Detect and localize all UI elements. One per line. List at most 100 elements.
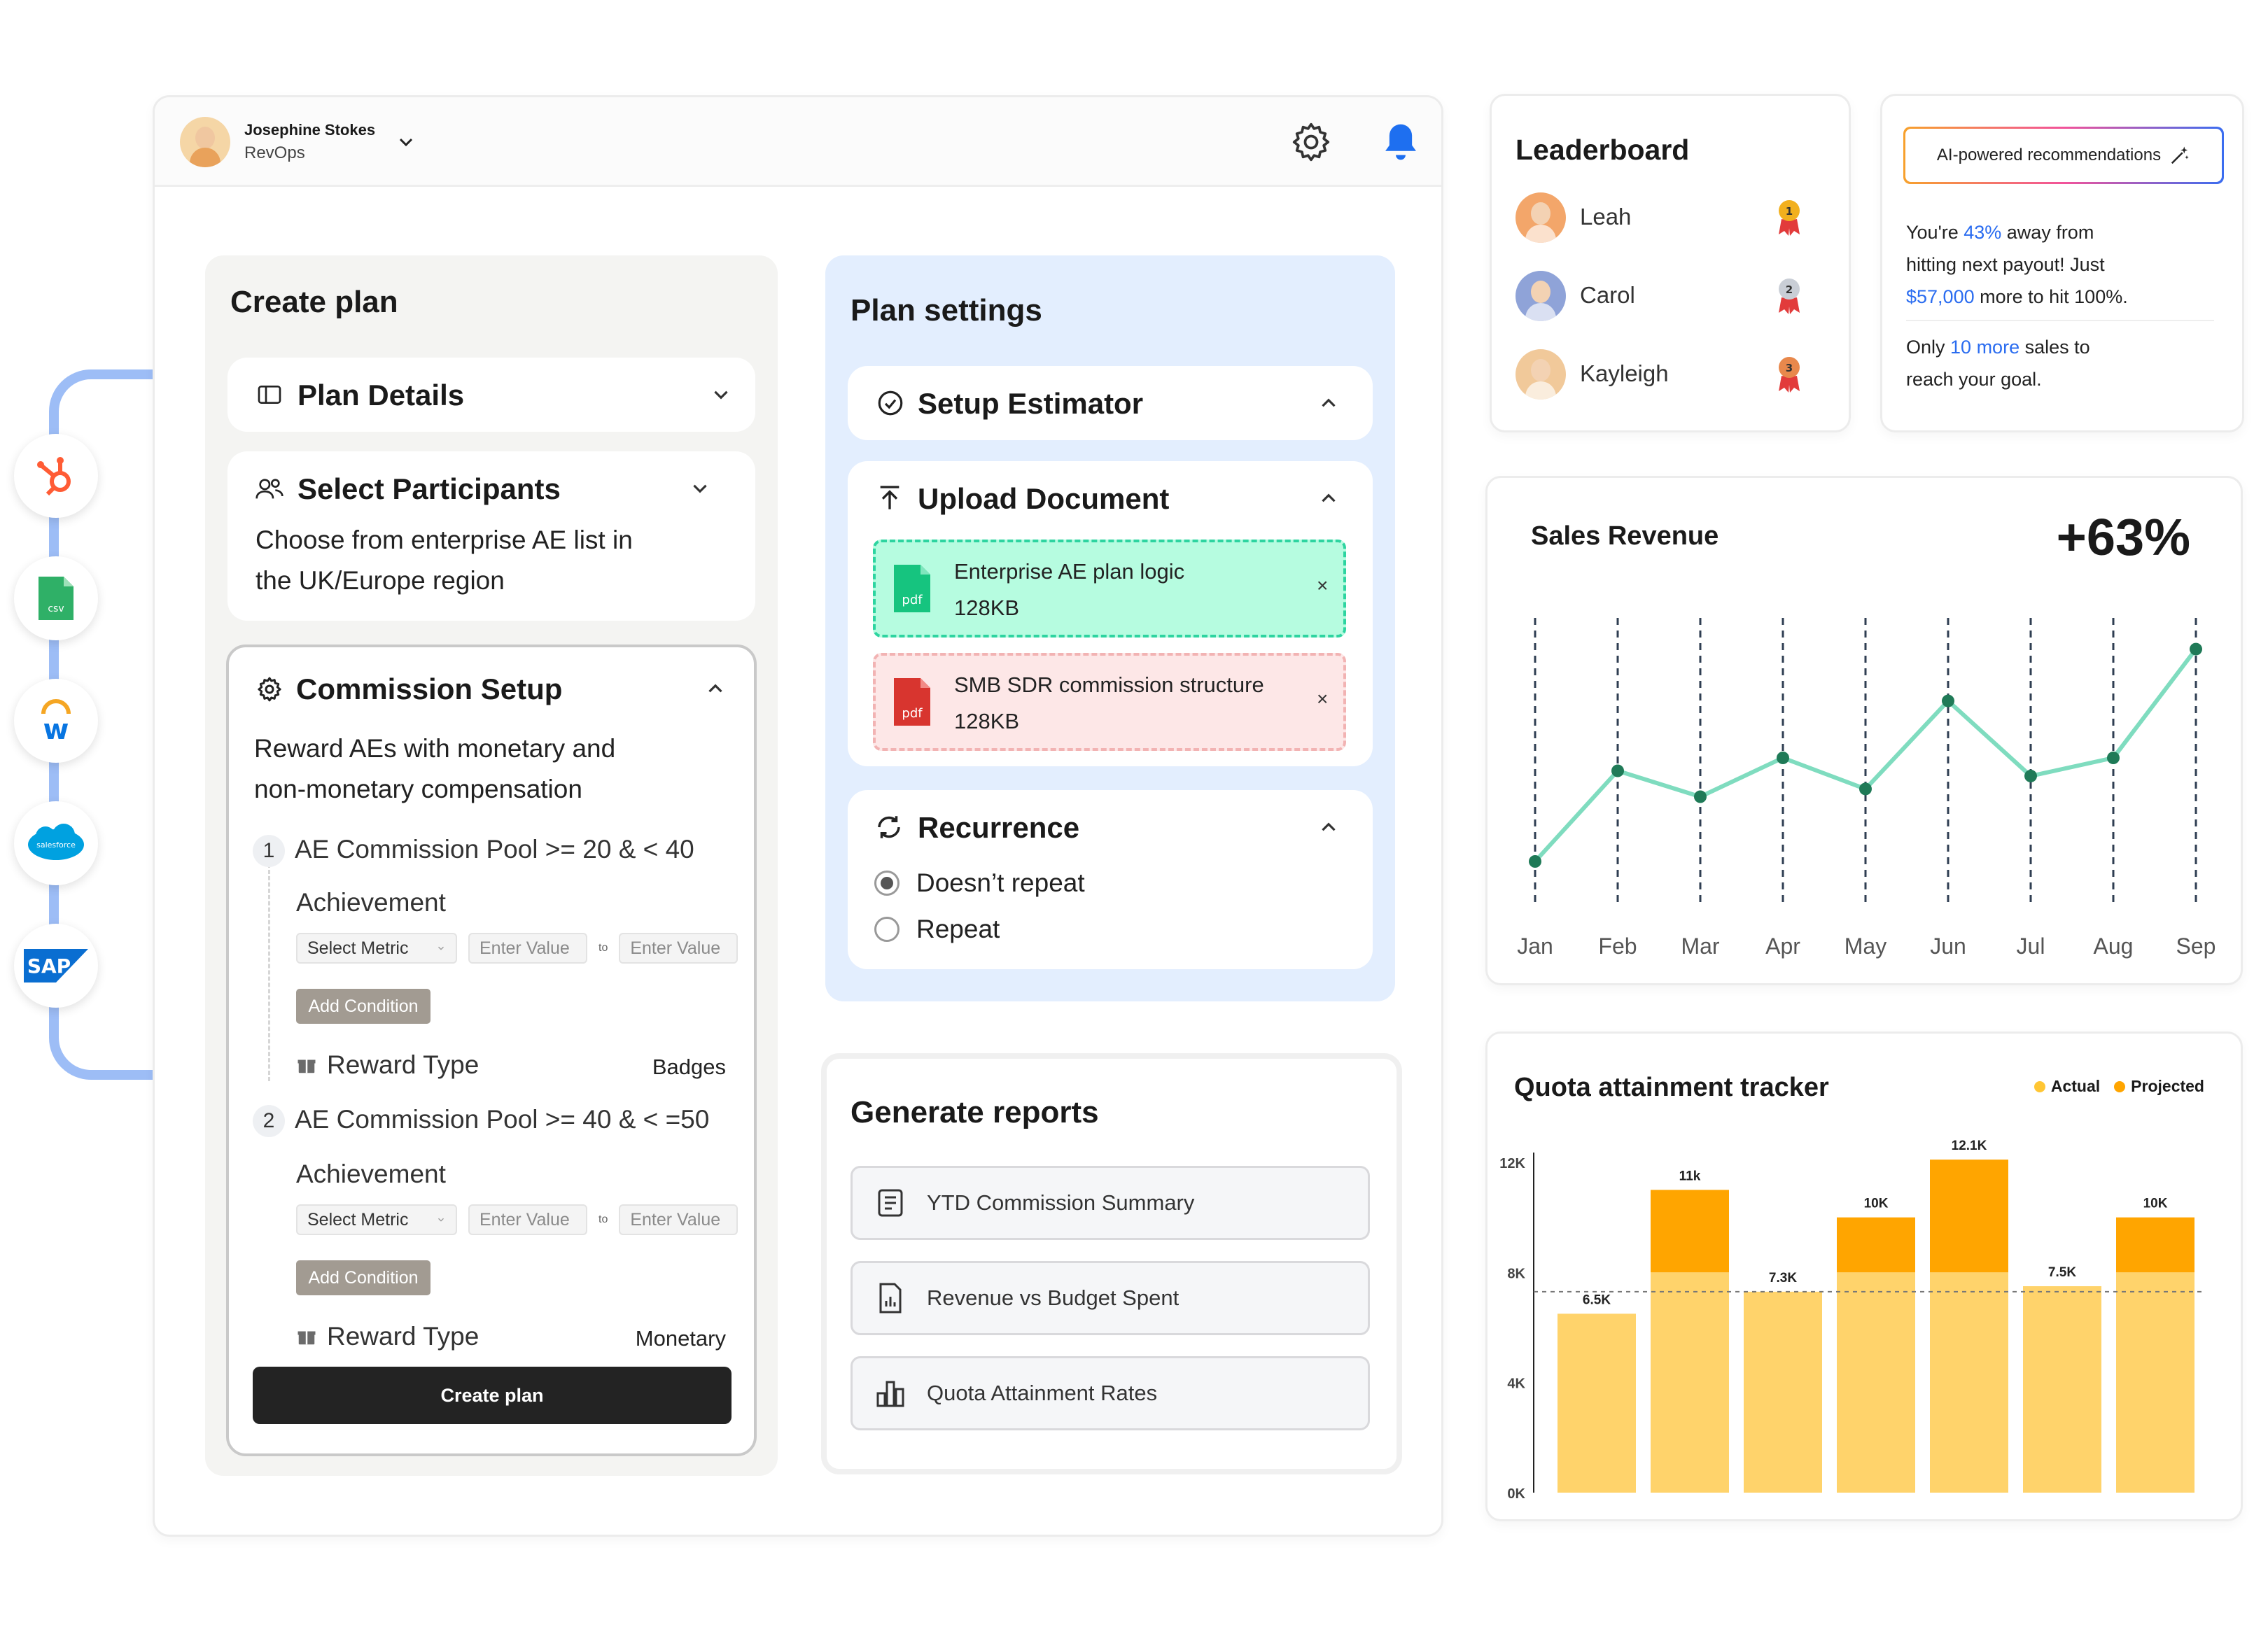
file-item[interactable]: pdf Enterprise AE plan logic 128KB ×: [873, 540, 1346, 638]
add-condition-button[interactable]: Add Condition: [296, 989, 430, 1024]
chevron-up-icon[interactable]: [704, 677, 727, 700]
add-condition-button[interactable]: Add Condition: [296, 1260, 430, 1295]
value-input-max[interactable]: Enter Value: [619, 1204, 738, 1235]
sap-icon: SAP: [14, 924, 98, 1008]
sidebar-panel-icon: [258, 386, 281, 404]
pool-label: AE Commission Pool >= 20 & < 40: [295, 835, 694, 864]
chevron-up-icon[interactable]: [1317, 391, 1340, 415]
ai-recommendations-card: AI-powered recommendations You're 43% aw…: [1880, 94, 2244, 432]
plan-settings-title: Plan settings: [850, 293, 1042, 327]
bell-icon[interactable]: [1381, 121, 1420, 163]
leaderboard-name: Leah: [1580, 204, 1632, 230]
leaderboard-row[interactable]: Leah 1: [1516, 190, 1823, 246]
reward-type-value[interactable]: Monetary: [635, 1326, 726, 1351]
repeat-icon: [878, 816, 900, 838]
leaderboard-row[interactable]: Carol 2: [1516, 268, 1823, 324]
value-input-min[interactable]: Enter Value: [468, 933, 587, 964]
user-role: RevOps: [244, 143, 305, 162]
quota-tracker-card: Quota attainment tracker Actual Projecte…: [1485, 1031, 2243, 1521]
value-input-min[interactable]: Enter Value: [468, 1204, 587, 1235]
file-size: 128KB: [954, 709, 1020, 733]
select-metric-dropdown[interactable]: Select Metric: [296, 1204, 457, 1235]
setup-estimator-section[interactable]: Setup Estimator: [848, 366, 1373, 440]
radio-doesnt-repeat[interactable]: Doesn’t repeat: [874, 868, 1085, 898]
main-app-panel: Josephine Stokes RevOps Create plan Plan…: [153, 95, 1443, 1537]
leaderboard-name: Carol: [1580, 282, 1635, 308]
leaderboard-card: Leaderboard Leah 1 Carol 2 Kayleigh 3: [1490, 94, 1851, 432]
recurrence-section: Recurrence Doesn’t repeat Repeat: [848, 790, 1373, 969]
x-tick-label: Feb: [1598, 934, 1637, 959]
gear-icon: [258, 677, 281, 702]
ai-message-sales: Only 10 more sales to reach your goal.: [1906, 337, 2090, 390]
x-tick-label: Apr: [1765, 934, 1800, 959]
document-chart-icon: [879, 1283, 902, 1313]
gear-icon[interactable]: [1289, 120, 1334, 164]
check-circle-icon: [878, 390, 903, 416]
commission-setup-desc: Reward AEs with monetary and non-monetar…: [254, 734, 616, 803]
chevron-down-icon: [438, 1218, 444, 1222]
chart-title: Quota attainment tracker: [1514, 1073, 1829, 1102]
salesforce-icon: salesforce: [14, 801, 98, 885]
create-plan-button[interactable]: Create plan: [253, 1367, 732, 1424]
plan-details-label: Plan Details: [298, 379, 465, 411]
remove-file-icon[interactable]: ×: [1317, 575, 1329, 596]
create-plan-panel: Create plan Plan Details Select Particip…: [205, 255, 778, 1476]
projected-bar: [1651, 1190, 1729, 1273]
gift-icon: [298, 1331, 316, 1345]
plan-details-section[interactable]: Plan Details: [227, 358, 755, 432]
avatar: [1516, 349, 1566, 400]
upload-document-label: Upload Document: [918, 482, 1170, 515]
x-tick-label: Jun: [1930, 934, 1966, 959]
report-label: Revenue vs Budget Spent: [927, 1286, 1180, 1310]
create-plan-title: Create plan: [230, 285, 398, 319]
select-participants-section[interactable]: Select Participants Choose from enterpri…: [227, 451, 755, 621]
radio-label: Repeat: [916, 915, 1000, 943]
x-tick-label: Jan: [1517, 934, 1553, 959]
report-revenue-vs-budget[interactable]: Revenue vs Budget Spent: [850, 1261, 1370, 1335]
svg-text:SAP: SAP: [27, 955, 71, 978]
chevron-down-icon[interactable]: [688, 477, 712, 500]
ai-highlight: $57,000: [1906, 286, 1975, 307]
plan-settings-panel: Plan settings Setup Estimator Upload Doc…: [825, 255, 1395, 1001]
pool-label: AE Commission Pool >= 40 & < =50: [295, 1105, 710, 1134]
y-tick-label: 12K: [1499, 1156, 1525, 1171]
reward-type-value[interactable]: Badges: [652, 1055, 726, 1079]
x-tick-label: Aug: [2094, 934, 2134, 959]
data-point: [1777, 752, 1789, 764]
user-menu[interactable]: Josephine Stokes RevOps: [180, 117, 417, 167]
data-point: [1694, 790, 1707, 803]
chevron-up-icon[interactable]: [1317, 815, 1340, 839]
sales-revenue-card: Sales Revenue +63% Jan Feb Mar Apr May Jun Jul…: [1485, 476, 2243, 985]
ai-recommendations-button[interactable]: AI-powered recommendations: [1903, 127, 2224, 184]
actual-bar: [1744, 1291, 1822, 1493]
reward-type-label: Reward Type: [327, 1322, 479, 1351]
report-quota-attainment[interactable]: Quota Attainment Rates: [850, 1356, 1370, 1430]
sales-revenue-chart: Jan Feb Mar Apr May Jun Jul Aug Sep: [1517, 618, 2216, 959]
legend-projected: Projected: [2114, 1077, 2204, 1096]
data-point: [1529, 855, 1541, 868]
radio-repeat[interactable]: Repeat: [874, 915, 1000, 944]
value-input-max[interactable]: Enter Value: [619, 933, 738, 964]
report-ytd-commission-summary[interactable]: YTD Commission Summary: [850, 1166, 1370, 1240]
leaderboard-title: Leaderboard: [1516, 134, 1690, 166]
report-label: YTD Commission Summary: [927, 1190, 1195, 1215]
data-point: [1611, 764, 1624, 777]
user-name: Josephine Stokes: [244, 121, 376, 139]
csv-icon: csv: [14, 556, 98, 640]
file-item[interactable]: pdf SMB SDR commission structure 128KB ×: [873, 653, 1346, 751]
y-tick-label: 4K: [1507, 1376, 1525, 1392]
leaderboard-name: Kayleigh: [1580, 360, 1669, 386]
remove-file-icon[interactable]: ×: [1317, 688, 1329, 710]
x-tick-label: Mar: [1681, 934, 1719, 959]
chevron-up-icon[interactable]: [1317, 486, 1340, 510]
bar-data-label: 6.5K: [1583, 1293, 1611, 1307]
x-tick-label: Jul: [2017, 934, 2045, 959]
chevron-down-icon[interactable]: [709, 383, 733, 407]
select-participants-desc: Choose from enterprise AE list in the UK…: [255, 526, 633, 595]
projected-bar: [1930, 1160, 2008, 1273]
select-metric-dropdown[interactable]: Select Metric: [296, 933, 457, 964]
ai-message-payout: You're 43% away from hitting next payout…: [1906, 222, 2128, 307]
leaderboard-row[interactable]: Kayleigh 3: [1516, 346, 1823, 402]
radio-label: Doesn’t repeat: [916, 868, 1085, 897]
bar-chart-icon: [876, 1381, 904, 1407]
